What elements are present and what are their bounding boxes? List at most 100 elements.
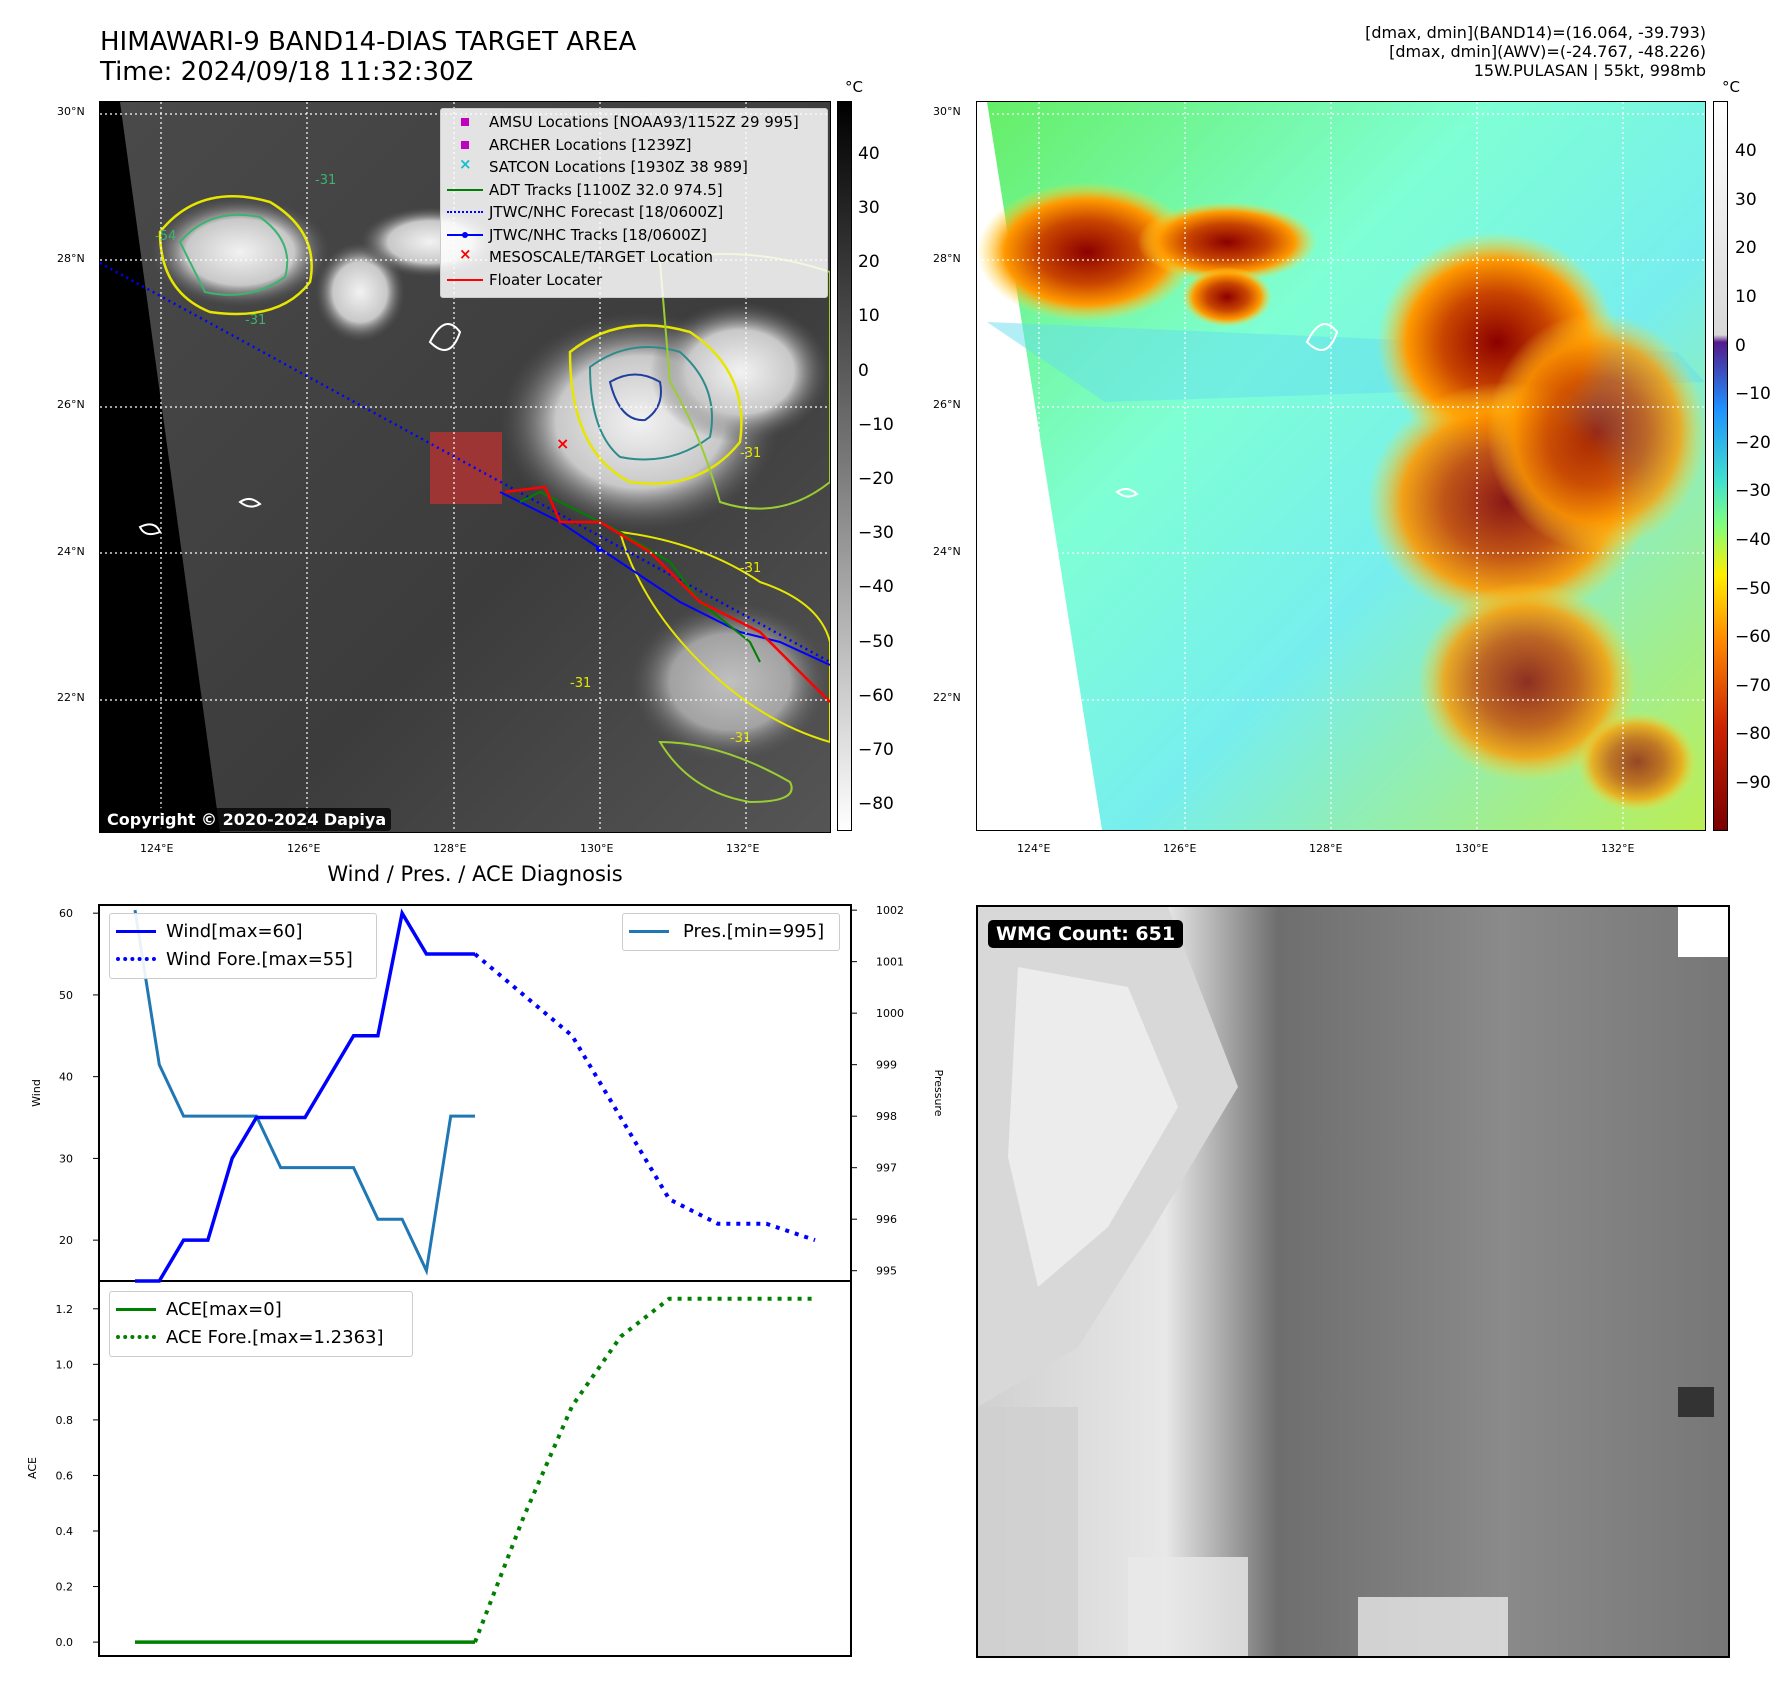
colorbar-tick: 0 (858, 361, 869, 381)
lon-label: 124°E (1017, 842, 1051, 855)
lon-label: 128°E (1309, 842, 1343, 855)
ace-tick-label: 1.2 (56, 1303, 74, 1316)
contour-line (568, 324, 743, 485)
map-legend: AMSU Locations [NOAA93/1152Z 29 995] ARC… (440, 108, 828, 298)
legend-item-adt: ADT Tracks [1100Z 32.0 974.5] (445, 179, 823, 202)
info-line-1: [dmax, dmin](BAND14)=(16.064, -39.793) (1365, 23, 1706, 42)
legend-item-amsu: AMSU Locations [NOAA93/1152Z 29 995] (445, 111, 823, 134)
cold-cloud-mass (1577, 712, 1697, 812)
wmg-count-badge: WMG Count: 651 (988, 920, 1184, 948)
cold-cloud-mass (1417, 582, 1637, 782)
colorbar-tick: −50 (858, 632, 894, 652)
colorbar-tick: 20 (858, 252, 880, 272)
contour-line (178, 213, 289, 296)
title-line-2: Time: 2024/09/18 11:32:30Z (100, 57, 474, 87)
contour-label: -31 (730, 731, 751, 746)
line-icon (445, 181, 489, 199)
coastline (1305, 323, 1339, 351)
ace-forecast-line (473, 1296, 815, 1643)
adt-track (519, 490, 761, 663)
ace-tick-label: 0.4 (56, 1525, 74, 1538)
storm-info: [dmax, dmin](BAND14)=(16.064, -39.793) [… (1365, 23, 1706, 80)
colorbar-tick: 10 (1735, 287, 1757, 307)
lat-label: 30°N (57, 105, 85, 118)
colorbar-tick: 10 (858, 306, 880, 326)
legend-item-floater: Floater Locater (445, 269, 823, 292)
legend-item-satcon: × SATCON Locations [1930Z 38 989] (445, 155, 823, 179)
wmg-image (978, 907, 1728, 1656)
colorbar-tick: −70 (1735, 676, 1771, 696)
legend-item-wind: Wind[max=60] (116, 917, 376, 945)
ace-tick-label: 1.0 (56, 1358, 74, 1371)
wind-legend: Wind[max=60] Wind Fore.[max=55] (109, 913, 377, 979)
ace-tick-label: 0.8 (56, 1414, 74, 1427)
colorbar-tick: −90 (1735, 773, 1771, 793)
colorbar-tick: −10 (858, 415, 894, 435)
wind-line (135, 908, 475, 1283)
lat-label: 24°N (57, 545, 85, 558)
colorbar-tick: −80 (1735, 724, 1771, 744)
figure-title: HIMAWARI-9 BAND14-DIAS TARGET AREA Time:… (100, 27, 636, 87)
contour-line (658, 740, 793, 804)
contour-label: -31 (315, 173, 336, 188)
wmg-panel: WMG Count: 651 (976, 905, 1730, 1658)
dotted-line-icon (116, 957, 156, 961)
colorbar-tick: 20 (1735, 238, 1757, 258)
wind-forecast-line (473, 952, 816, 1243)
colorbar-tick: −80 (858, 794, 894, 814)
contour-label: -31 (740, 446, 761, 461)
colorbar-tick: −20 (858, 469, 894, 489)
colorbar-tick: 0 (1735, 336, 1746, 356)
awv-map-panel (976, 101, 1706, 831)
coastline (138, 523, 162, 536)
contour-line (588, 346, 713, 461)
colorbar-tick: −10 (1735, 384, 1771, 404)
lat-label: 26°N (57, 398, 85, 411)
ace-axis-ticks: 1.2 1.0 0.8 0.6 0.4 0.2 0.0 (56, 1303, 99, 1649)
line-icon (445, 271, 489, 289)
x-icon: × (459, 155, 472, 174)
colorbar-tick: −60 (1735, 627, 1771, 647)
coastline (428, 323, 462, 351)
lon-label: 124°E (140, 842, 174, 855)
mesoscale-target-marker: × (556, 434, 569, 453)
diagnosis-title: Wind / Pres. / ACE Diagnosis (327, 862, 623, 886)
pressure-tick-label: 996 (876, 1213, 897, 1226)
ir-map-panel: × -54 -31 -31 -31 -31 -31 -31 AMSU Locat… (99, 101, 831, 833)
coastline (238, 498, 262, 508)
ace-tick-label: 0.6 (56, 1469, 74, 1482)
square-icon (445, 113, 489, 131)
colorbar-tick: −40 (1735, 530, 1771, 550)
contour-line (608, 373, 662, 422)
awv-map-image (977, 102, 1705, 830)
line-dot-icon (445, 226, 489, 244)
line-icon (116, 1307, 156, 1311)
pressure-line (133, 909, 475, 1276)
title-line-1: HIMAWARI-9 BAND14-DIAS TARGET AREA (100, 27, 637, 57)
lat-label: 28°N (933, 252, 961, 265)
map-legend-items: AMSU Locations [NOAA93/1152Z 29 995] ARC… (441, 109, 827, 293)
wind-tick-label: 60 (59, 907, 73, 920)
pressure-tick-label: 1000 (876, 1007, 904, 1020)
lon-label: 126°E (1163, 842, 1197, 855)
cold-cloud-mass (1182, 267, 1272, 327)
legend-item-jtwc-tracks: JTWC/NHC Tracks [18/0600Z] (445, 224, 823, 247)
colorbar-tick: −30 (1735, 481, 1771, 501)
copyright-label: Copyright © 2020-2024 Dapiya (102, 808, 392, 831)
line-icon (629, 929, 669, 933)
colorbar-tick: 30 (1735, 190, 1757, 210)
contour-line (618, 530, 830, 744)
wind-tick-label: 40 (59, 1071, 73, 1084)
colorbar-tick: −50 (1735, 579, 1771, 599)
ace-series (135, 1296, 815, 1644)
legend-item-pressure: Pres.[min=995] (629, 917, 839, 945)
contour-line (158, 195, 313, 316)
colorbar-tick: −70 (858, 740, 894, 760)
colorbar-tick: −20 (1735, 433, 1771, 453)
lon-label: 132°E (1601, 842, 1635, 855)
cloud-mass (650, 302, 830, 442)
pressure-tick-label: 999 (876, 1059, 897, 1072)
legend-item-ace: ACE[max=0] (116, 1295, 412, 1323)
pressure-tick-label: 1001 (876, 956, 904, 969)
cold-cloud-mass (1487, 312, 1705, 552)
